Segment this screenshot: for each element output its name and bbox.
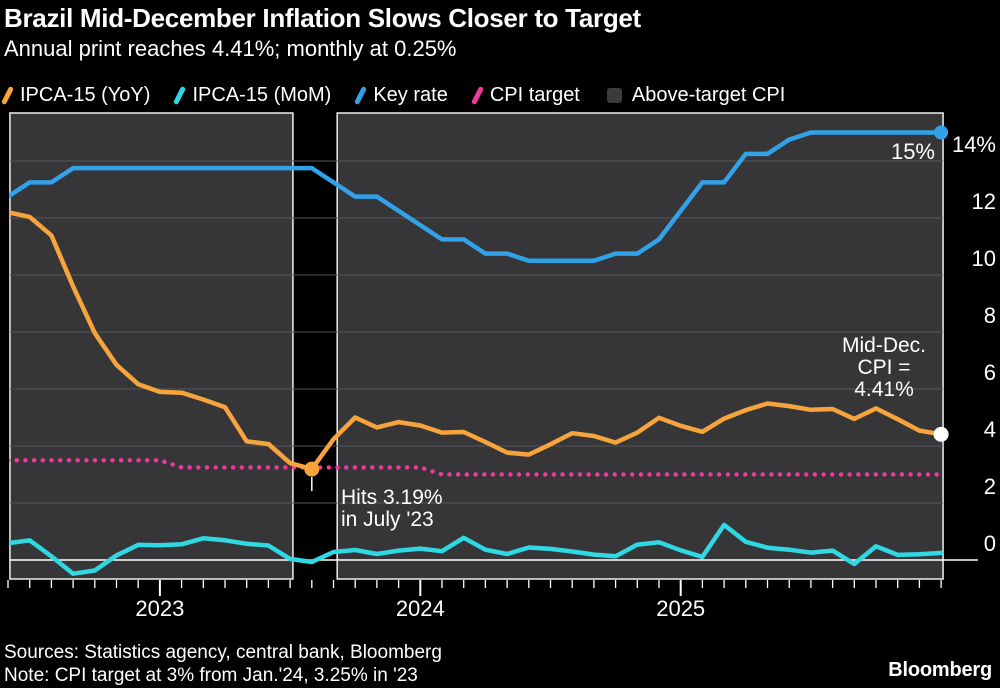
legend-item-cpi-target: CPI target: [470, 83, 580, 107]
key-rate-end-dot: [934, 125, 949, 140]
legend-item-ipca-15-mom: IPCA-15 (MoM): [173, 83, 332, 107]
legend-item-ipca-15-yoy: IPCA-15 (YoY): [0, 83, 151, 107]
yoy-end-dot: [933, 426, 949, 442]
legend-label: IPCA-15 (YoY): [20, 83, 151, 106]
july-low-label: Hits 3.19% in July '23: [341, 486, 443, 531]
y-axis-label: 6: [984, 360, 996, 385]
bloomberg-logo: Bloomberg: [888, 659, 992, 681]
cpi-target-note: Note: CPI target at 3% from Jan.'24, 3.2…: [4, 665, 418, 686]
july-low-dot: [304, 461, 320, 477]
y-axis-label: 12: [972, 189, 996, 214]
above-target-region: [9, 112, 294, 580]
legend-label: CPI target: [489, 83, 580, 106]
y-axis-label: 4: [984, 417, 996, 442]
above-target-region: [336, 112, 944, 580]
series-cpi-target-line: [9, 458, 944, 477]
y-axis-label: 0: [984, 531, 996, 556]
y-axis-label: 8: [984, 303, 996, 328]
x-axis-year-label: 2023: [135, 596, 184, 621]
above-target-swatch-icon: [606, 87, 622, 103]
sources-note: Sources: Statistics agency, central bank…: [4, 642, 442, 663]
legend-item-key-rate: Key rate: [354, 83, 448, 107]
series-ipca-15-yoy-line: [9, 210, 944, 472]
series-key-rate-line: [9, 130, 944, 264]
y-axis-label: 2: [984, 474, 996, 499]
legend-item-above-target-cpi: Above-target CPI: [606, 83, 786, 107]
series-group: [9, 130, 944, 576]
x-axis-year-label: 2024: [396, 596, 445, 621]
chart-legend: IPCA-15 (YoY) IPCA-15 (MoM) Key rate CPI ta…: [0, 82, 786, 108]
y-axis-label: 14%: [952, 132, 996, 157]
legend-label: Key rate: [373, 83, 448, 106]
chart-subtitle: Annual print reaches 4.41%; monthly at 0…: [4, 36, 457, 61]
legend-label: Above-target CPI: [631, 83, 786, 106]
y-axis-label: 10: [972, 246, 996, 271]
page-title: Brazil Mid-December Inflation Slows Clos…: [4, 3, 641, 33]
legend-label: IPCA-15 (MoM): [192, 83, 332, 106]
key-rate-value-label: 15%: [891, 139, 935, 164]
x-axis-year-label: 2025: [656, 596, 705, 621]
mid-dec-cpi-label: Mid-Dec. CPI = 4.41%: [842, 334, 926, 401]
series-ipca-15-mom-line: [9, 522, 944, 576]
